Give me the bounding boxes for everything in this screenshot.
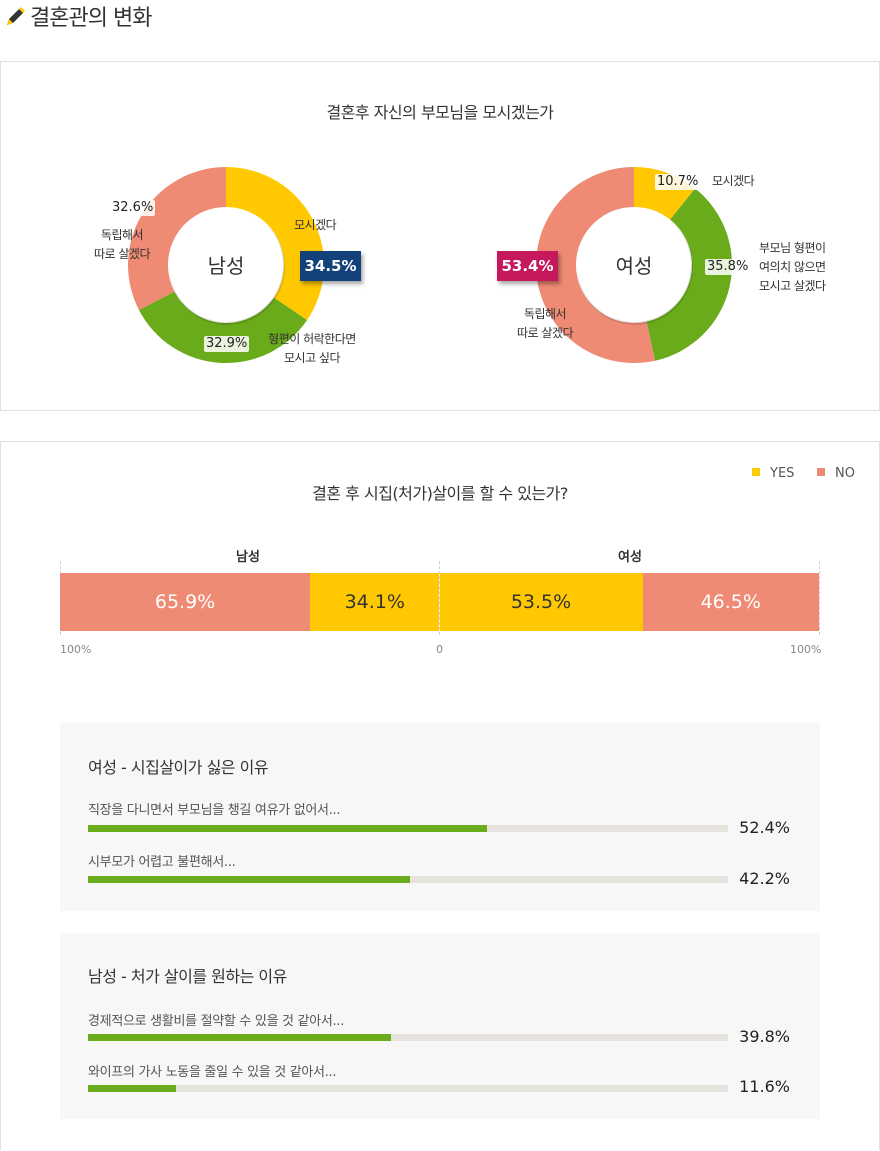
female-reason-1-value: 52.4% (739, 818, 790, 837)
male-reason-2-label: 와이프의 가사 노동을 줄일 수 있을 것 같아서... (88, 1065, 337, 1080)
male-reasons-title: 남성 - 처가 살이를 원하는 이유 (88, 967, 287, 986)
male-slice3-label: 독립해서 따로 살겠다 (93, 228, 151, 261)
tick-mid: 0 (436, 643, 443, 656)
male-reason-1-track (88, 1034, 728, 1041)
male-reason-2-track (88, 1085, 728, 1092)
female-reason-1-track (88, 825, 728, 832)
female-reason-2-track (88, 876, 728, 883)
male-reason-2-value: 11.6% (739, 1077, 790, 1096)
male-reason-1-label: 경제적으로 생활비를 절약할 수 있을 것 같아서... (88, 1014, 345, 1029)
female-donut (536, 167, 732, 363)
female-reason-1-bar (88, 825, 488, 832)
female-donut-slice-2 (646, 188, 732, 361)
male-slice2-label: 형편이 허락한다면 모시고 싶다 (268, 332, 356, 365)
male-slice1-label: 모시겠다 (294, 218, 337, 232)
female-reason-2-value: 42.2% (739, 869, 790, 888)
male-group-label: 남성 (236, 550, 260, 565)
male-slice2-pct: 32.9% (204, 336, 250, 352)
female-slice3-pct-badge: 53.4% (497, 251, 558, 281)
legend-no-swatch (817, 468, 825, 476)
female-slice2-pct: 35.8% (705, 259, 751, 275)
donut-svg (128, 167, 732, 364)
female-group-label: 여성 (618, 550, 642, 565)
tick-left: 100% (60, 643, 92, 656)
male-reason-1-value: 39.8% (739, 1027, 790, 1046)
female-slice2-label: 부모님 형편이 여의치 않으면 모시고 살겠다 (759, 241, 826, 293)
male-donut-slice-1 (226, 167, 324, 321)
male-donut-slice-2 (138, 291, 308, 364)
male-donut (128, 167, 324, 364)
female-no-segment: 46.5% (642, 573, 819, 631)
tick-right: 100% (790, 643, 822, 656)
male-center-label: 남성 (207, 254, 245, 278)
page-title: 결혼관의 변화 (30, 6, 152, 31)
legend-no: NO (817, 466, 855, 481)
female-reasons-title: 여성 - 시집살이가 싫은 이유 (88, 758, 269, 777)
male-reason-2-bar (88, 1085, 177, 1092)
female-slice3-label: 독립해서 따로 살겠다 (516, 307, 574, 340)
female-slice1-label: 모시겠다 (712, 174, 755, 188)
pencil-icon (7, 7, 25, 25)
axis-right-dash (819, 561, 820, 635)
female-reason-2-bar (88, 876, 410, 883)
female-slice1-pct: 10.7% (655, 174, 701, 190)
male-slice3-pct: 32.6% (110, 200, 156, 216)
legend-yes-swatch (752, 468, 760, 476)
female-reason-1-label: 직장을 다니면서 부모님을 챙길 여유가 없어서... (88, 803, 341, 818)
female-reasons-box: 여성 - 시집살이가 싫은 이유 직장을 다니면서 부모님을 챙길 여유가 없어… (60, 723, 820, 911)
stacked-chart-title: 결혼 후 시집(처가)살이를 할 수 있는가? (312, 484, 568, 503)
female-center-label: 여성 (615, 254, 653, 278)
male-slice1-pct-badge: 34.5% (300, 251, 361, 281)
donut-chart-title: 결혼후 자신의 부모님을 모시겠는가 (326, 103, 554, 122)
male-reason-1-bar (88, 1034, 392, 1041)
male-no-segment: 65.9% (60, 573, 311, 631)
female-donut-slice-3 (536, 167, 656, 363)
female-reason-2-label: 시부모가 어렵고 불편해서... (88, 855, 236, 870)
female-yes-segment: 53.5% (439, 573, 643, 631)
male-donut-hole (169, 208, 283, 322)
female-donut-hole (577, 208, 691, 322)
male-reasons-box: 남성 - 처가 살이를 원하는 이유 경제적으로 생활비를 절약할 수 있을 것… (60, 933, 820, 1119)
legend-yes: YES (752, 466, 794, 481)
male-yes-segment: 34.1% (310, 573, 440, 631)
